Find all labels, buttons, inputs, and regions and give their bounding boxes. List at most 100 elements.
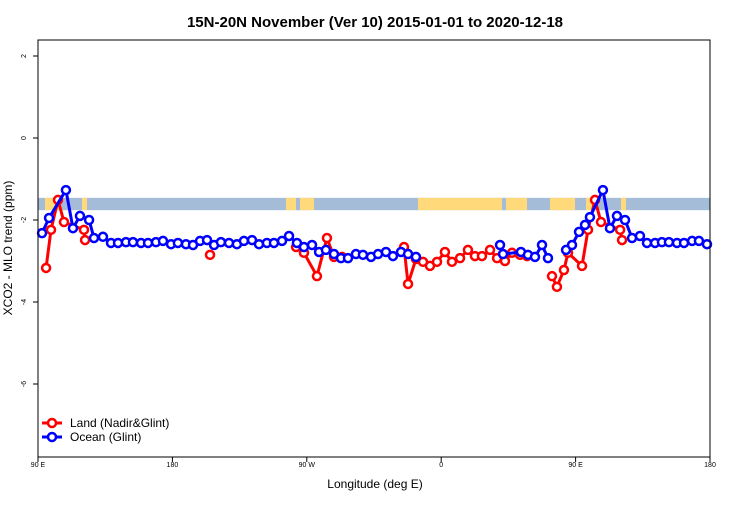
- ocean-data-point: [342, 252, 354, 264]
- ocean-data-point: [238, 235, 250, 247]
- ocean-data-point: [268, 237, 280, 249]
- ocean-data-point: [60, 184, 72, 196]
- y-axis-label: XCO2 - MLO trend (ppm): [1, 181, 15, 316]
- ocean-data-point: [83, 214, 95, 226]
- land-data-point: [311, 270, 323, 282]
- ocean-data-point: [494, 239, 506, 251]
- ocean-data-point: [693, 235, 705, 247]
- land-patch: [82, 197, 87, 211]
- ocean-data-point: [276, 235, 288, 247]
- x-tick-label: 180: [704, 462, 716, 469]
- ocean-data-point: [172, 237, 184, 249]
- ocean-data-point: [298, 241, 310, 253]
- legend-ocean-marker: [46, 431, 58, 443]
- y-tick-label: 2: [21, 54, 28, 58]
- legend-ocean-label: Ocean (Glint): [70, 430, 141, 444]
- land-patch: [418, 197, 502, 211]
- land-data-point: [45, 224, 57, 236]
- land-data-point: [402, 278, 414, 290]
- land-data-point: [78, 224, 90, 236]
- ocean-data-point: [566, 239, 578, 251]
- ocean-data-point: [573, 226, 585, 238]
- ocean-data-point: [215, 236, 227, 248]
- land-data-point: [462, 244, 474, 256]
- ocean-data-point: [306, 239, 318, 251]
- ocean-data-point: [36, 227, 48, 239]
- ocean-data-point: [283, 230, 295, 242]
- x-tick-label: 180: [167, 462, 179, 469]
- ocean-data-point: [157, 235, 169, 247]
- legend-land-marker: [46, 417, 58, 429]
- ocean-data-point: [127, 236, 139, 248]
- land-data-point: [484, 244, 496, 256]
- land-data-point: [616, 234, 628, 246]
- land-data-point: [321, 232, 333, 244]
- land-data-point: [558, 264, 570, 276]
- y-tick-label: -2: [21, 217, 28, 223]
- ocean-data-point: [536, 239, 548, 251]
- legend: Land (Nadir&Glint) Ocean (Glint): [42, 416, 169, 444]
- land-patch: [506, 197, 527, 211]
- y-tick-label: 0: [21, 136, 28, 140]
- land-data-point: [551, 281, 563, 293]
- x-axis-label: Longitude (deg E): [327, 477, 422, 491]
- land-data-point: [446, 256, 458, 268]
- legend-land-label: Land (Nadir&Glint): [70, 416, 169, 430]
- x-tick-label: 0: [439, 462, 443, 469]
- ocean-data-point: [597, 184, 609, 196]
- land-data-point: [576, 260, 588, 272]
- ocean-data-point: [604, 222, 616, 234]
- land-data-point: [439, 246, 451, 258]
- land-data-point: [614, 224, 626, 236]
- ocean-data-point: [584, 211, 596, 223]
- ocean-data-point: [201, 234, 213, 246]
- land-data-point: [58, 216, 70, 228]
- land-patch: [300, 197, 314, 211]
- land-data-point: [431, 256, 443, 268]
- ocean-data-point: [641, 237, 653, 249]
- land-data-point: [546, 270, 558, 282]
- land-patch: [286, 197, 296, 211]
- x-tick-label: 90 W: [299, 462, 316, 469]
- ocean-data-point: [529, 251, 541, 263]
- map-band: [38, 197, 710, 211]
- ocean-data-point: [663, 236, 675, 248]
- plot-frame: [37, 39, 711, 458]
- ocean-data-point: [387, 250, 399, 262]
- ocean-data-point: [223, 237, 235, 249]
- land-data-point: [595, 216, 607, 228]
- ocean-data-point: [97, 231, 109, 243]
- land-patch: [550, 197, 575, 211]
- y-tick-label: -4: [21, 299, 28, 305]
- chart-title: 15N-20N November (Ver 10) 2015-01-01 to …: [187, 14, 563, 31]
- ocean-data-point: [88, 232, 100, 244]
- land-data-point: [204, 249, 216, 261]
- ocean-data-point: [701, 238, 713, 250]
- ocean-data-point: [74, 210, 86, 222]
- ocean-data-point: [357, 249, 369, 261]
- ocean-data-point: [678, 237, 690, 249]
- land-patch: [586, 197, 597, 211]
- x-tick-label: 90 E: [568, 462, 583, 469]
- y-tick-label: -6: [21, 381, 28, 387]
- land-data-point: [454, 252, 466, 264]
- ocean-data-point: [611, 210, 623, 222]
- land-data-point: [476, 250, 488, 262]
- land-data-point: [40, 262, 52, 274]
- ocean-data-point: [43, 212, 55, 224]
- ocean-data-point: [579, 219, 591, 231]
- ocean-data-point: [619, 214, 631, 226]
- ocean-band: [38, 197, 710, 211]
- x-tick-label: 90 E: [31, 462, 46, 469]
- ocean-data-point: [542, 252, 554, 264]
- ocean-data-point: [497, 248, 509, 260]
- ocean-data-point: [320, 244, 332, 256]
- ocean-data-point: [410, 251, 422, 263]
- ocean-data-point: [253, 238, 265, 250]
- ocean-data-point: [634, 230, 646, 242]
- ocean-data-point: [67, 222, 79, 234]
- land-patch: [621, 197, 626, 211]
- land-data-point: [79, 234, 91, 246]
